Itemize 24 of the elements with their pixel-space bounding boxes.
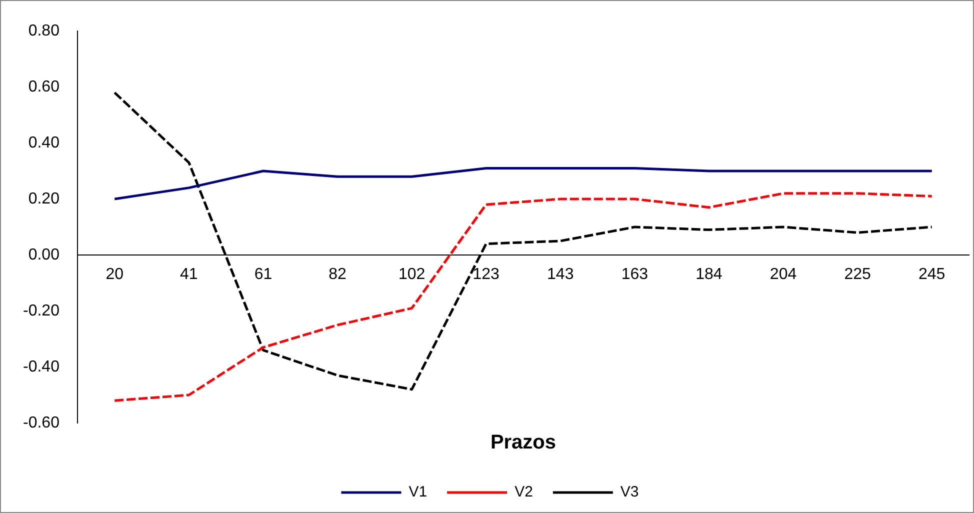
x-tick-label: 41 [180,266,198,284]
x-tick-label: 184 [696,266,722,284]
y-tick-label: 0.20 [28,190,60,208]
x-tick-label: 102 [398,266,426,284]
x-tick-label: 204 [770,266,797,284]
x-tick-label: 163 [621,266,648,284]
y-tick-label: 0.60 [28,78,60,96]
x-axis-title: Prazos [490,432,556,454]
y-tick-label: -0.60 [23,414,60,432]
y-tick-label: 0.80 [28,22,60,40]
x-tick-label: 61 [254,266,272,284]
legend-label: V2 [514,484,533,501]
y-tick-label: -0.20 [23,302,60,320]
y-tick-label: 0.00 [28,246,60,264]
x-tick-label: 123 [472,266,500,284]
x-tick-label: 225 [844,266,872,284]
y-tick-label: 0.40 [28,134,60,152]
x-tick-label: 143 [547,266,574,284]
y-tick-label: -0.40 [23,358,60,376]
legend-label: V1 [408,484,428,501]
legend-label: V3 [620,484,639,501]
x-tick-label: 82 [328,266,346,284]
x-tick-label: 20 [106,266,124,284]
x-tick-label: 245 [918,266,946,284]
